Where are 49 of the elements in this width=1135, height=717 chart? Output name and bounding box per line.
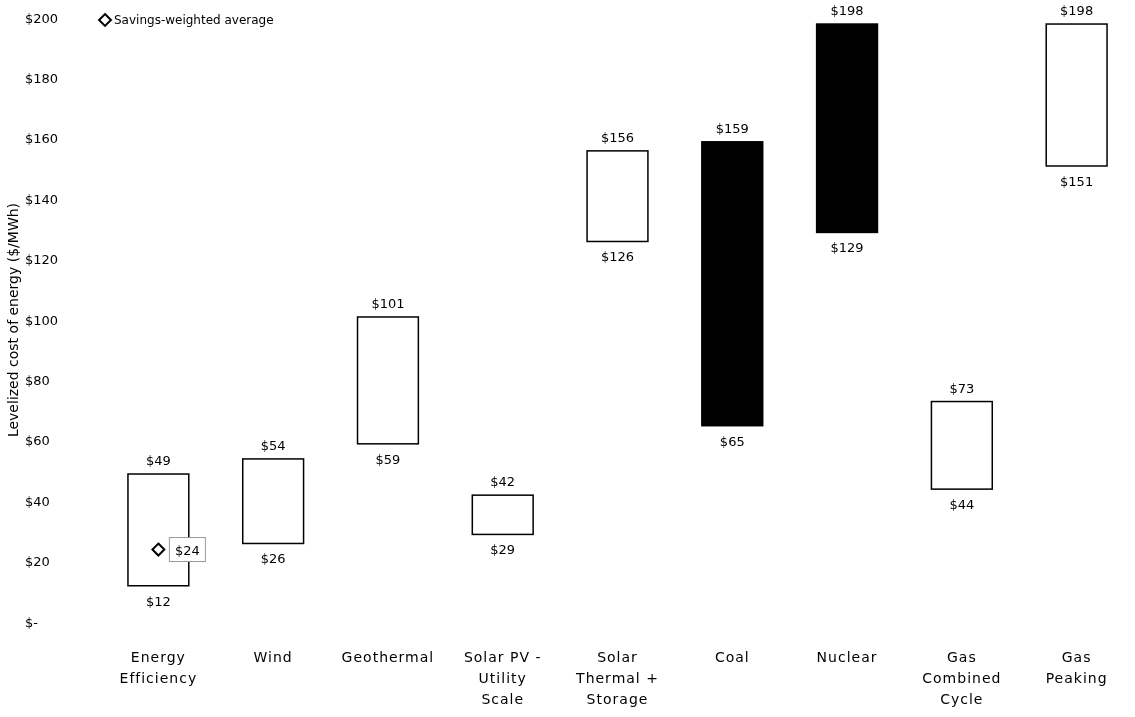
x-tick-label: Gas Peaking: [1045, 649, 1108, 686]
y-tick-label: $40: [25, 493, 50, 509]
annotation: $101: [371, 295, 405, 311]
y-tick-label: $-: [25, 614, 39, 630]
y-tick-label: $120: [25, 252, 59, 268]
annotation: $129: [830, 240, 864, 256]
x-tick-label: Energy Efficiency: [119, 649, 198, 686]
bar: [241, 458, 305, 545]
annotation: $24: [174, 542, 200, 558]
annotation: $54: [260, 437, 286, 453]
y-tick-label: $60: [25, 433, 50, 449]
annotation: $151: [1060, 173, 1094, 189]
x-tick-label: Nuclear: [816, 649, 878, 665]
x-tick-label: Geothermal: [341, 649, 435, 665]
y-tick-label: $160: [25, 131, 59, 147]
bar: [815, 23, 879, 234]
y-tick-label: $200: [25, 10, 59, 26]
x-tick-label: Solar Thermal + Storage: [575, 649, 659, 707]
bar: [930, 400, 994, 490]
x-tick-label: Gas Combined Cycle: [922, 649, 1002, 707]
bar: [701, 141, 764, 427]
annotation: $26: [260, 551, 286, 567]
bar: [1045, 23, 1108, 167]
annotation: $198: [830, 3, 864, 19]
annotation: $49: [145, 453, 171, 469]
annotation: $126: [600, 249, 635, 265]
annotation: $12: [145, 593, 171, 609]
bar: [356, 316, 420, 445]
y-tick-label: $140: [25, 191, 59, 207]
annotation: $42: [490, 474, 516, 490]
y-tick-label: $180: [25, 71, 59, 87]
bar: [586, 150, 649, 243]
annotation: $156: [600, 129, 635, 145]
annotation: $44: [949, 497, 975, 513]
x-tick-label: Coal: [714, 649, 750, 665]
annotation: $29: [490, 542, 516, 558]
annotation: $73: [949, 380, 975, 396]
annotation: $198: [1060, 3, 1094, 19]
y-tick-label: $80: [25, 373, 50, 389]
legend-label: Savings-weighted average: [114, 13, 274, 27]
annotation: $59: [375, 451, 401, 467]
y-axis-title: Levelized cost of energy ($/MWh): [5, 202, 21, 438]
x-tick-label: Solar PV - Utility Scale: [463, 649, 542, 707]
y-tick-label: $100: [25, 312, 59, 328]
bar: [471, 494, 534, 536]
annotation: $65: [719, 433, 745, 449]
x-tick-label: Wind: [253, 649, 293, 665]
y-tick-label: $20: [25, 554, 50, 570]
annotation: $159: [715, 120, 749, 136]
